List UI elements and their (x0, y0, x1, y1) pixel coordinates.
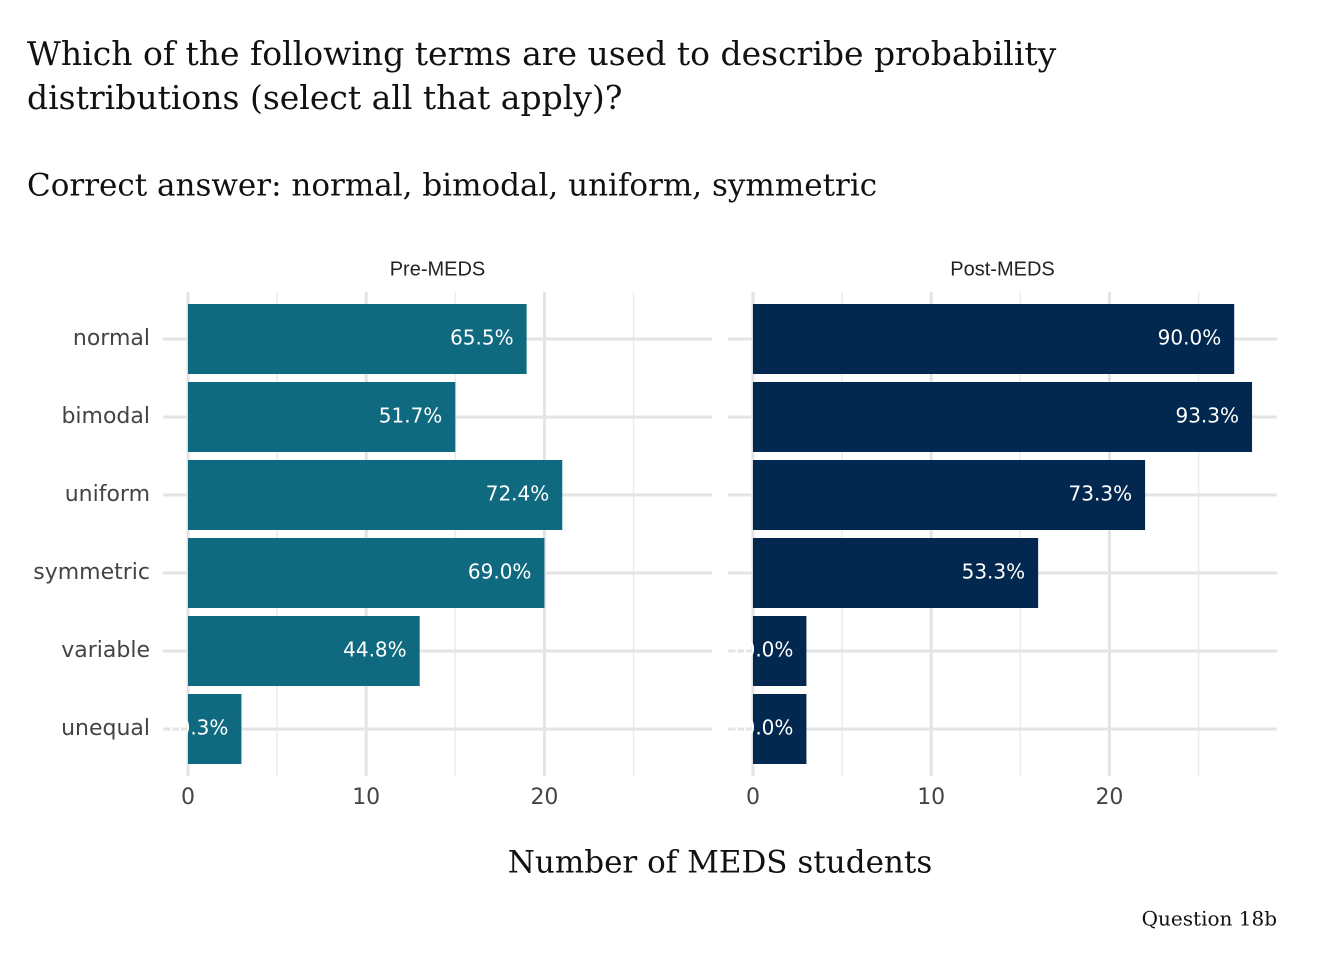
value-label: 10.3% (165, 716, 229, 740)
panel-title: Post-MEDS (950, 258, 1054, 280)
bar (187, 382, 456, 452)
bar (752, 382, 1253, 452)
value-label: 53.3% (962, 560, 1026, 584)
x-axis-label: Number of MEDS students (508, 845, 933, 881)
x-tick-label: 10 (917, 785, 945, 810)
value-label: 10.0% (730, 716, 794, 740)
chart-subtitle: Correct answer: normal, bimodal, uniform… (27, 168, 877, 204)
x-tick-label: 10 (352, 785, 380, 810)
bar (187, 304, 527, 374)
bar (752, 304, 1235, 374)
bar (187, 694, 242, 764)
y-tick-label: uniform (65, 482, 150, 507)
value-label: 69.0% (468, 560, 532, 584)
caption: Question 18b (1142, 907, 1277, 931)
bar (752, 460, 1146, 530)
value-label: 73.3% (1069, 482, 1133, 506)
value-label: 65.5% (450, 326, 514, 350)
chart-title: Which of the following terms are used to… (27, 34, 1057, 117)
value-label: 51.7% (379, 404, 443, 428)
bar (187, 616, 420, 686)
bar (187, 538, 545, 608)
y-tick-label: unequal (61, 716, 150, 741)
bar (187, 460, 563, 530)
panel-title: Pre-MEDS (390, 258, 486, 280)
bar (752, 694, 807, 764)
x-tick-label: 0 (181, 785, 195, 810)
value-label: 93.3% (1175, 404, 1239, 428)
y-tick-label: normal (73, 326, 150, 351)
value-label: 72.4% (486, 482, 550, 506)
bar (752, 616, 807, 686)
x-tick-label: 20 (1095, 785, 1123, 810)
bar (752, 538, 1039, 608)
value-label: 10.0% (730, 638, 794, 662)
x-tick-label: 0 (746, 785, 760, 810)
x-tick-label: 20 (530, 785, 558, 810)
y-tick-label: bimodal (61, 404, 150, 429)
value-label: 90.0% (1158, 326, 1222, 350)
y-tick-label: symmetric (33, 560, 150, 585)
value-label: 44.8% (343, 638, 407, 662)
y-tick-label: variable (61, 638, 150, 663)
